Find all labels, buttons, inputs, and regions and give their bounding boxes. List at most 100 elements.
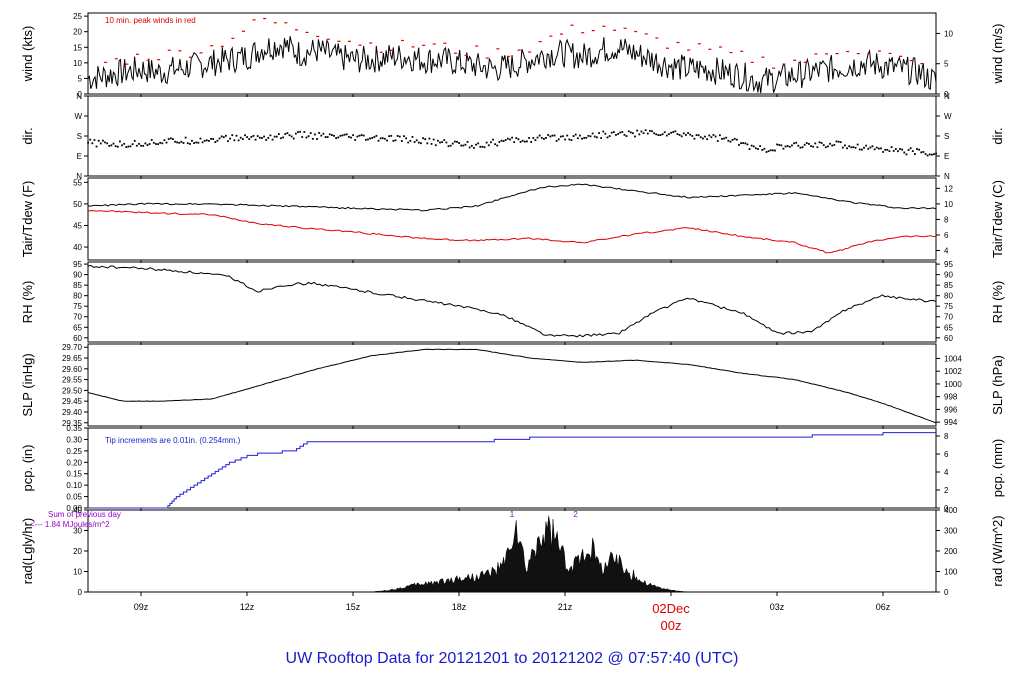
dir-point [191, 139, 193, 142]
rh-ytick-label-right: 90 [944, 271, 953, 280]
dir-point [345, 133, 348, 136]
dir-point [712, 134, 715, 136]
dir-point [710, 136, 713, 139]
dir-point [506, 137, 509, 140]
dir-point [311, 137, 314, 140]
pcp-ytick-label-left: 0.20 [66, 458, 82, 467]
dir-point [278, 133, 280, 135]
dir-point [731, 139, 734, 141]
dir-point [127, 145, 130, 148]
dir-point [280, 137, 282, 140]
dir-point [903, 151, 906, 154]
dir-point [776, 143, 778, 146]
dir-point [227, 140, 229, 143]
dir-point [702, 137, 704, 140]
dir-point [449, 144, 452, 147]
wind-panel-frame [87, 12, 937, 95]
slp-ytick-label-right: 996 [944, 405, 958, 414]
dir-point [358, 134, 361, 137]
dir-point [871, 145, 874, 148]
dir-point [784, 145, 787, 148]
dir-point [244, 134, 246, 137]
dir-point [805, 142, 808, 145]
dir-point [744, 142, 747, 145]
dir-point [801, 146, 804, 149]
dir-point [585, 136, 588, 139]
dir-point [131, 143, 134, 146]
dir-point [827, 145, 829, 148]
dir-point [657, 134, 660, 137]
dir-point [258, 136, 261, 139]
dir-point [780, 144, 783, 147]
dir-point [246, 136, 248, 139]
slp-ytick-label-left: 29.60 [62, 365, 83, 374]
slp-ytick-label-right: 1002 [944, 367, 962, 376]
dir-point [769, 149, 772, 152]
dir-point [99, 142, 102, 145]
dir-point [610, 131, 613, 134]
dir-point [735, 138, 738, 141]
dir-point [691, 135, 694, 137]
dir-point [233, 139, 236, 142]
dir-point [199, 137, 202, 140]
dir-point [303, 131, 306, 133]
dir-point [615, 134, 617, 136]
dir-point [237, 139, 240, 142]
dir-point [347, 136, 350, 138]
xaxis-tick-label: 18z [452, 602, 467, 612]
dir-point [415, 139, 418, 142]
dir-point [808, 143, 810, 145]
dir-point [89, 138, 92, 141]
wind-speed-line [87, 36, 937, 94]
rh-ytick-label-left: 60 [73, 334, 82, 343]
page-title: UW Rooftop Data for 20121201 to 20121202… [285, 650, 739, 667]
dir-point [682, 132, 685, 135]
dir-point [914, 153, 916, 155]
dir-point [778, 144, 781, 146]
dir-point [833, 144, 836, 146]
dir-point [831, 144, 834, 147]
pcp-ytick-label-left: 0.25 [66, 447, 82, 456]
dir-point [490, 141, 492, 144]
slp-ylabel-right: SLP (hPa) [990, 355, 1005, 415]
rad-ytick-label-right: 400 [944, 506, 958, 515]
dir-point [324, 136, 327, 138]
dir-point [328, 133, 331, 136]
dir-point [685, 134, 687, 136]
dir-point [922, 151, 925, 153]
dir-point [689, 133, 692, 136]
dir-point [803, 143, 806, 146]
dir-point [417, 141, 420, 144]
dir-point [523, 140, 526, 143]
dir-point [119, 140, 121, 143]
dir-point [574, 133, 577, 136]
wind-ytick-label-left: 15 [73, 43, 82, 52]
temp-tdew-line [87, 210, 936, 254]
dir-point [398, 135, 401, 138]
dir-point [897, 150, 899, 153]
rh-ytick-label-right: 70 [944, 313, 953, 322]
dir-point [761, 149, 764, 151]
dir-point [517, 138, 520, 141]
dir-point [426, 142, 429, 145]
dir-point [290, 135, 293, 138]
dir-point [316, 138, 318, 140]
dir-point [437, 139, 439, 142]
dir-point [901, 148, 904, 151]
xaxis-tick-label: 21z [558, 602, 573, 612]
rad-marker-1: 1 [510, 510, 515, 519]
dir-point [125, 146, 128, 148]
dir-point [674, 130, 677, 133]
dir-point [403, 135, 405, 138]
dir-point [186, 142, 189, 145]
dir-point [502, 140, 505, 143]
dir-point [829, 142, 831, 145]
dir-point [532, 137, 535, 139]
dir-point [617, 133, 619, 135]
dir-point [432, 138, 435, 141]
dir-point [564, 138, 566, 141]
slp-ytick-label-left: 29.55 [62, 376, 83, 385]
dir-point [214, 141, 217, 143]
dir-point [665, 134, 668, 137]
